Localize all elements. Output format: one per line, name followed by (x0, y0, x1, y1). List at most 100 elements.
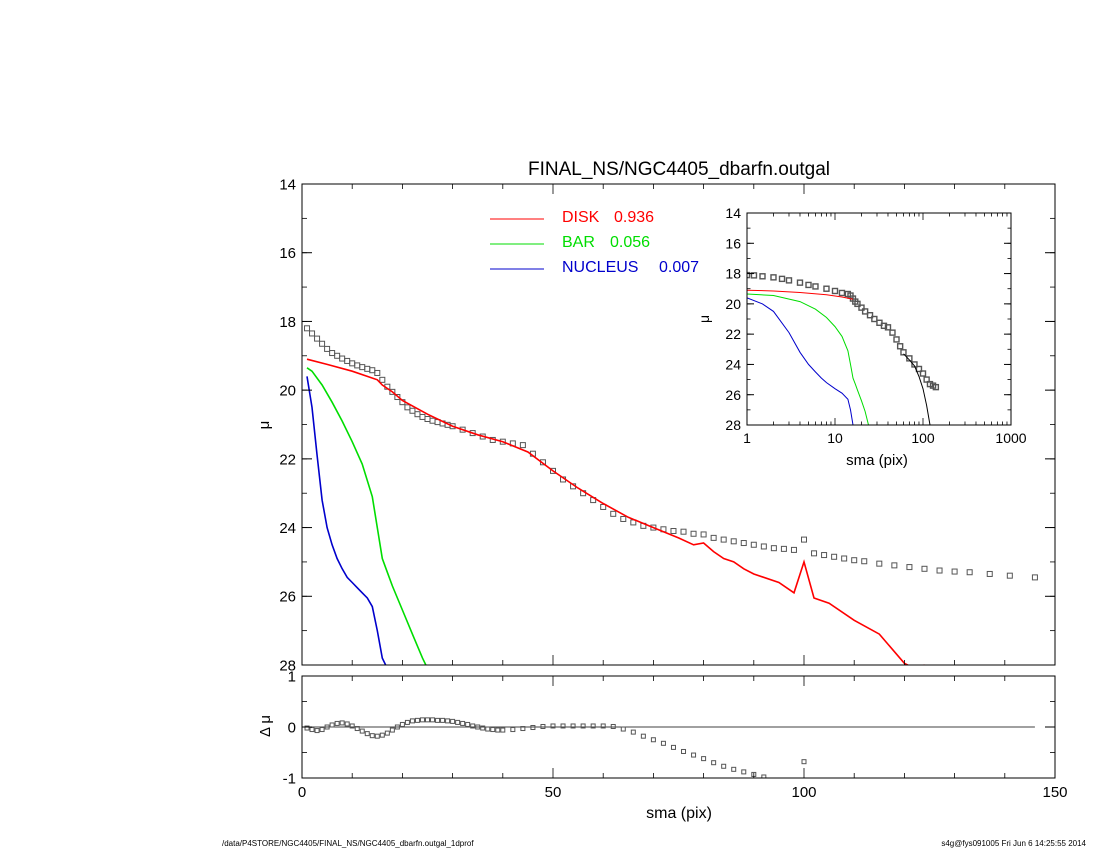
residual-data-point (460, 720, 466, 726)
residual-ytick-label: 0 (288, 719, 296, 736)
residual-data-point (761, 774, 767, 778)
residual-data-point (485, 726, 491, 732)
main-data-point (389, 388, 396, 395)
main-data-point (364, 365, 371, 372)
main-data-point (750, 541, 757, 548)
main-data-point (1006, 572, 1013, 579)
inset-data-point (861, 308, 869, 315)
main-data-point (951, 568, 958, 575)
inset-data-point (747, 271, 751, 279)
inset-xtick-label: 100 (911, 430, 935, 446)
residual-data-point (670, 744, 676, 750)
residual-data-point (359, 728, 365, 734)
inset-data-point (770, 274, 777, 281)
residual-ytick-label: 1 (288, 668, 296, 685)
inset-data-point (858, 304, 865, 311)
residual-data-point (465, 721, 471, 727)
inset-data-point (893, 336, 900, 343)
main-data-point (966, 569, 973, 576)
inset-xtick-label: 1 (743, 430, 751, 446)
main-data-point (760, 543, 767, 550)
residual-data-point (530, 725, 536, 731)
chart-title: FINAL_NS/NGC4405_dbarfn.outgal (528, 159, 830, 180)
main-data-point (876, 560, 883, 567)
main-data-point (986, 570, 993, 577)
residual-data-point (495, 727, 501, 733)
main-data-point (861, 558, 868, 565)
inset-ytick-label: 18 (725, 266, 741, 282)
main-nucleus-line (306, 376, 387, 665)
main-data-point (304, 325, 311, 332)
main-data-point (921, 565, 928, 572)
residual-data-point (510, 727, 516, 733)
main-data-point (309, 330, 316, 337)
residual-data-point (455, 719, 461, 725)
main-data-point (374, 369, 381, 376)
main-data-point (314, 335, 321, 342)
inset-data-point (932, 383, 940, 391)
residual-data-point (354, 726, 360, 732)
main-data-point (469, 430, 476, 437)
inset-total-line (903, 353, 931, 425)
legend-label-disk: DISK (562, 209, 600, 226)
inset-data-point (750, 272, 758, 279)
residual-data-point (309, 727, 315, 733)
residual-data-point (620, 726, 626, 732)
main-data-point (354, 362, 361, 369)
main-data-point (811, 550, 818, 557)
main-ytick-label: 18 (279, 314, 296, 331)
residual-data-point (384, 730, 390, 736)
main-data-point (620, 515, 627, 522)
main-data-point (369, 367, 376, 374)
inset-data-point (796, 279, 804, 286)
residual-data-point (650, 737, 656, 743)
residual-data-point (419, 717, 425, 723)
residual-data-point (445, 718, 451, 724)
residual-data-point (409, 718, 415, 724)
residual-data-point (344, 721, 350, 727)
inset-data-point (812, 283, 819, 290)
inset-xtick-label: 1000 (995, 430, 1026, 446)
residual-data-point (394, 724, 400, 730)
inset-data-point (906, 355, 913, 362)
main-data-point (730, 538, 737, 545)
inset-ytick-label: 28 (725, 417, 741, 433)
footer-stamp: s4g@fys091005 Fri Jun 6 14:25:55 2014 (941, 839, 1086, 848)
main-data-point (319, 340, 326, 347)
inset-data-point (884, 324, 892, 331)
inset-data-point (778, 275, 786, 283)
residual-data-point (540, 723, 546, 729)
main-data-point (344, 357, 351, 364)
main-data-point (891, 562, 898, 569)
residual-data-point (600, 723, 606, 729)
residual-data-point (470, 723, 476, 729)
main-data-point (650, 524, 657, 531)
main-data-point (334, 352, 341, 359)
legend-value-bar: 0.056 (610, 234, 650, 251)
legend-value-nucleus: 0.007 (659, 259, 699, 276)
legend: DISK 0.936 BAR 0.056 NUCLEUS 0.007 (490, 209, 699, 276)
inset-data-point (900, 349, 907, 356)
residual-data-point (660, 740, 666, 746)
main-data-point (821, 552, 828, 559)
main-data-point (770, 545, 777, 552)
residual-data-point (560, 723, 566, 729)
residual-data-point (430, 717, 436, 723)
inset-ytick-label: 14 (725, 205, 741, 221)
residual-data-point (550, 723, 556, 729)
residual-data-point (404, 719, 410, 725)
residual-data-point (475, 724, 481, 730)
residual-ylabel: Δ μ (257, 715, 274, 737)
residual-data-point (490, 727, 496, 733)
residual-data-point (721, 763, 727, 769)
residual-xlabel: sma (pix) (646, 805, 712, 822)
residual-data-point (520, 726, 526, 732)
main-data-point (1031, 574, 1038, 581)
inset-xtick-label: 10 (827, 430, 843, 446)
residual-data-point (369, 733, 375, 739)
inset-data-point (923, 376, 930, 383)
residual-data-point (711, 760, 717, 766)
inset-xlabel: sma (pix) (846, 452, 908, 469)
inset-ytick-label: 20 (725, 296, 741, 312)
main-data-point (349, 360, 356, 367)
